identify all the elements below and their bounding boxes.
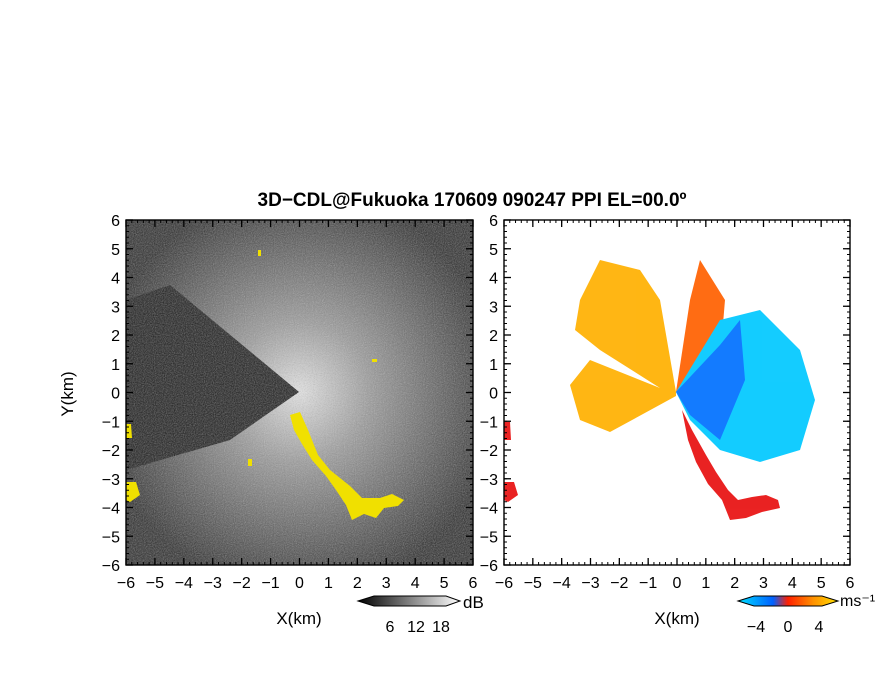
velocity-colorbar-tick: 0 xyxy=(784,619,793,636)
x-tick-label: 6 xyxy=(846,575,855,592)
velocity-panel: −6 −5 −4 −3 −2 −1 0 1 2 3 4 5 6 6 5 4 3 2 1 0 −1 −2 −3 −4 −5 −6 X… xyxy=(480,213,855,628)
velocity-colorbar-body xyxy=(736,595,840,607)
velocity-colorbar-unit: ms⁻¹ xyxy=(840,593,875,610)
reflectivity-grain xyxy=(126,220,473,565)
clutter-mask-north xyxy=(258,250,261,256)
x-tick-label: 0 xyxy=(673,575,682,592)
reflectivity-colorbar-tick: 6 xyxy=(386,619,395,636)
velocity-ticks: −6 −5 −4 −3 −2 −1 0 1 2 3 4 5 6 6 5 4 3 2 1 0 −1 −2 −3 −4 −5 −6 xyxy=(480,213,855,592)
x-tick-label: −3 xyxy=(204,575,222,592)
y-tick-label: 2 xyxy=(111,328,120,345)
x-tick-label: −6 xyxy=(495,575,513,592)
reflectivity-ticks: −6 −5 −4 −3 −2 −1 0 1 2 3 4 5 6 6 5 4 3 2 1 0 −1 −2 −3 −4 −5 −6 xyxy=(102,213,478,592)
velocity-colorbar-tick: −4 xyxy=(747,619,765,636)
y-tick-label: 0 xyxy=(489,386,498,403)
y-tick-label: −1 xyxy=(102,414,120,431)
x-tick-label: −4 xyxy=(175,575,193,592)
reflectivity-colorbar-body xyxy=(356,595,462,607)
x-axis-label: X(km) xyxy=(276,609,321,628)
y-tick-label: 3 xyxy=(489,299,498,316)
y-tick-label: −1 xyxy=(480,414,498,431)
y-tick-label: −5 xyxy=(480,529,498,546)
y-tick-label: −6 xyxy=(480,558,498,575)
reflectivity-colorbar-tick: 12 xyxy=(407,619,425,636)
velocity-colorbar-tick: 4 xyxy=(815,619,824,636)
y-tick-label: −3 xyxy=(480,472,498,489)
y-tick-label: −2 xyxy=(102,443,120,460)
x-tick-label: −2 xyxy=(610,575,628,592)
x-tick-label: 5 xyxy=(817,575,826,592)
reflectivity-panel: −6 −5 −4 −3 −2 −1 0 1 2 3 4 5 6 6 5 4 3 2 1 0 −1 −2 −3 −4 −5 −6 Y… xyxy=(58,213,478,628)
x-tick-label: 3 xyxy=(759,575,768,592)
y-tick-label: −4 xyxy=(102,501,120,518)
clutter-mask-southeast xyxy=(290,412,404,520)
y-tick-label: −6 xyxy=(102,558,120,575)
x-tick-label: 4 xyxy=(788,575,797,592)
x-tick-label: −5 xyxy=(524,575,542,592)
y-tick-label: 0 xyxy=(111,386,120,403)
x-tick-label: −6 xyxy=(117,575,135,592)
x-axis-label-right: X(km) xyxy=(654,609,699,628)
y-tick-label: −4 xyxy=(480,501,498,518)
y-tick-label: 6 xyxy=(489,213,498,230)
y-tick-label: 1 xyxy=(489,357,498,374)
y-tick-label: 4 xyxy=(111,271,120,288)
x-tick-label: 0 xyxy=(295,575,304,592)
x-tick-label: 2 xyxy=(353,575,362,592)
velocity-edge-west xyxy=(504,422,518,502)
clutter-mask-west xyxy=(126,424,140,502)
reflectivity-colorbar: dB 6 12 18 xyxy=(356,593,484,636)
x-tick-label: 1 xyxy=(324,575,333,592)
x-tick-label: 5 xyxy=(440,575,449,592)
y-tick-label: 2 xyxy=(489,328,498,345)
x-tick-label: −2 xyxy=(233,575,251,592)
y-tick-label: 6 xyxy=(111,213,120,230)
x-tick-label: 2 xyxy=(730,575,739,592)
y-tick-label: 5 xyxy=(111,242,120,259)
y-tick-label: −3 xyxy=(102,472,120,489)
x-tick-label: 4 xyxy=(411,575,420,592)
x-tick-label: −1 xyxy=(639,575,657,592)
reflectivity-colorbar-tick: 18 xyxy=(432,619,450,636)
x-tick-label: 3 xyxy=(382,575,391,592)
y-tick-label: −2 xyxy=(480,443,498,460)
reflectivity-colorbar-unit: dB xyxy=(463,593,484,612)
x-tick-label: 6 xyxy=(469,575,478,592)
velocity-colorbar: ms⁻¹ −4 0 4 xyxy=(736,593,875,636)
y-tick-label: 1 xyxy=(111,357,120,374)
y-tick-label: −5 xyxy=(102,529,120,546)
velocity-receding-region xyxy=(570,260,676,432)
velocity-edge-band xyxy=(682,410,780,520)
clutter-mask-northeast xyxy=(372,359,377,362)
y-tick-label: 5 xyxy=(489,242,498,259)
y-tick-label: 4 xyxy=(489,271,498,288)
x-tick-label: −4 xyxy=(553,575,571,592)
chart-title: 3D−CDL@Fukuoka 170609 090247 PPI EL=00.0… xyxy=(258,190,687,211)
x-tick-label: 1 xyxy=(701,575,710,592)
x-tick-label: −3 xyxy=(581,575,599,592)
y-axis-label: Y(km) xyxy=(58,371,77,416)
velocity-approaching-core xyxy=(676,320,745,440)
clutter-mask-small xyxy=(248,459,252,466)
x-tick-label: −5 xyxy=(146,575,164,592)
x-tick-label: −1 xyxy=(261,575,279,592)
y-tick-label: 3 xyxy=(111,299,120,316)
